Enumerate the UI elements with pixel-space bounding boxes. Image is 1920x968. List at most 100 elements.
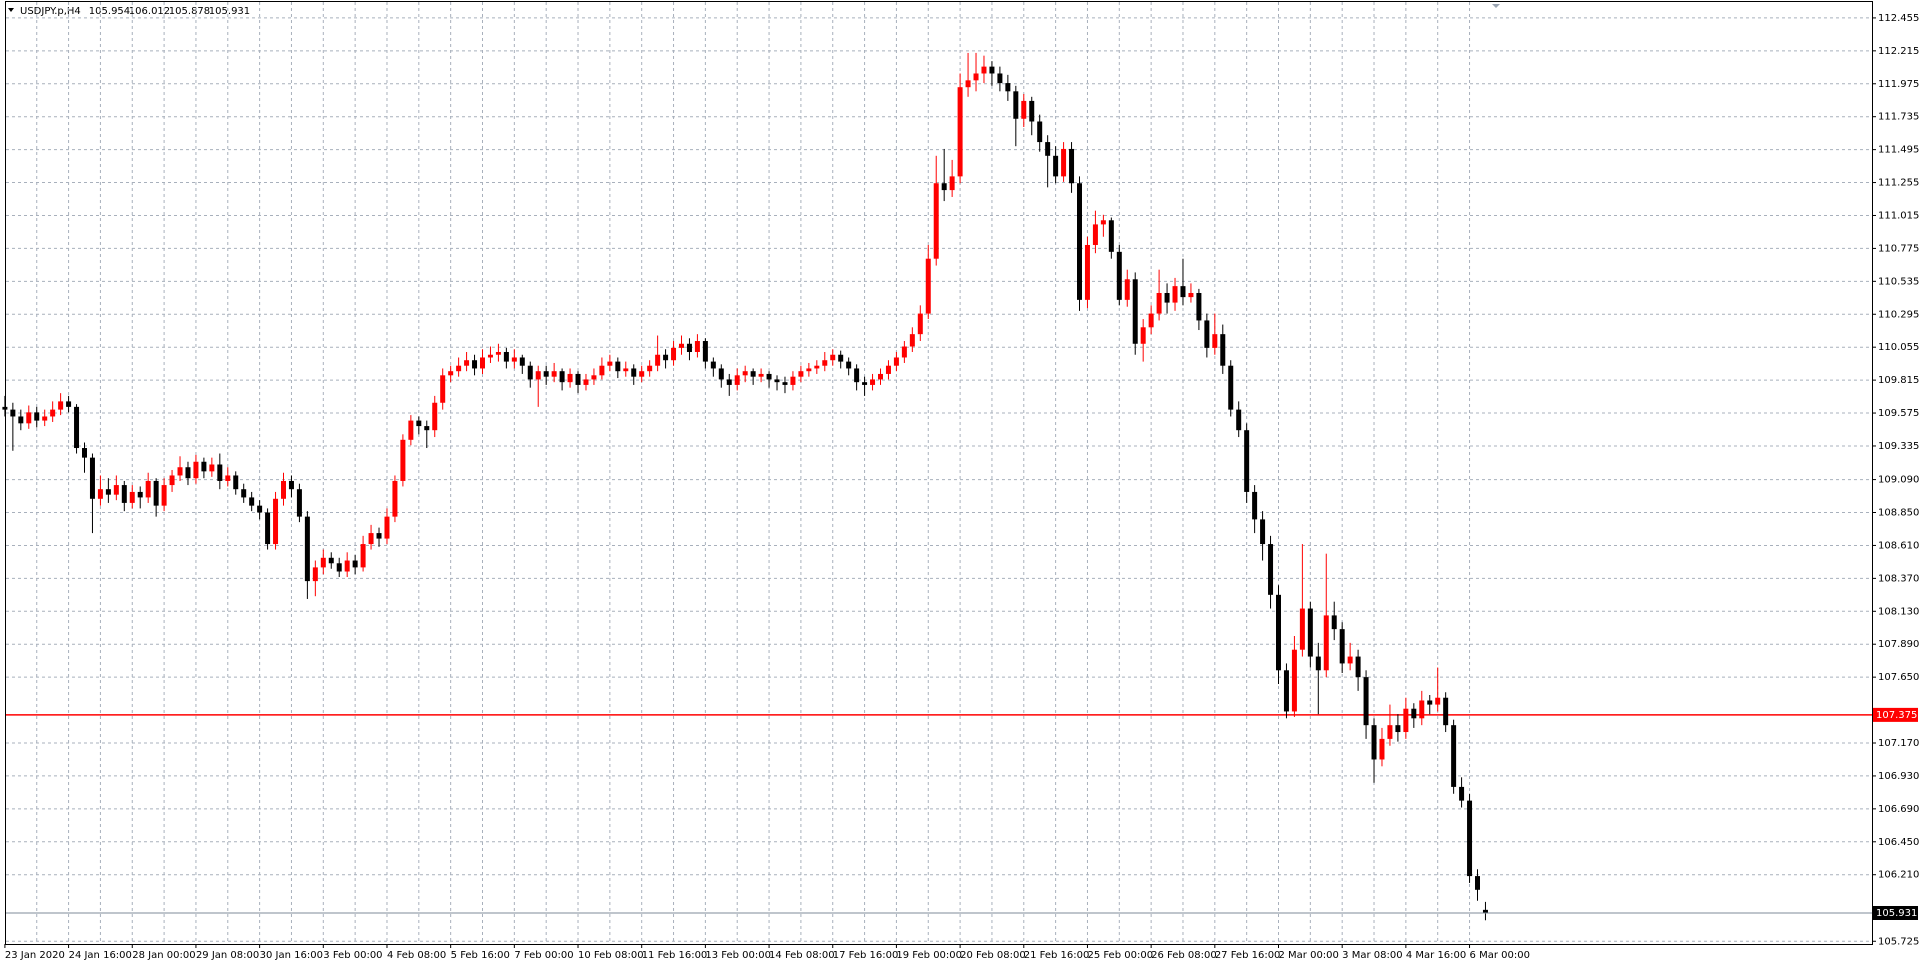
candle-body [790,376,796,385]
candle-body [814,365,820,369]
candle-body [34,412,40,421]
candle-body [1092,224,1098,245]
candle-body [2,406,8,410]
candle-body [742,371,748,376]
candle-body [639,371,645,377]
x-tick-label: 4 Mar 16:00 [1406,950,1466,961]
y-tick-label: 111.255 [1878,178,1919,189]
candle-body [448,371,454,376]
candle-body [336,563,342,572]
candle-body [1307,608,1313,657]
candle-body [1443,697,1449,726]
candle-body [933,183,939,259]
candle-body [1220,334,1226,366]
header-value: 105.931 [209,6,250,17]
candle-body [1419,700,1425,719]
candle-body [495,351,501,355]
candle-body [209,464,215,472]
candle-body [440,375,446,403]
candle-body [949,176,955,191]
candle-body [1188,292,1194,298]
candle-body [1061,148,1067,177]
x-tick-label: 2 Mar 00:00 [1279,950,1339,961]
candle-body [225,475,231,481]
candle-body [989,66,995,74]
price-level-tag [1873,707,1918,722]
candle-body [1395,725,1401,733]
candle-body [607,361,613,366]
candle-body [74,406,80,449]
candle-body [726,379,732,385]
candle-body [352,560,358,568]
candle-body [830,354,836,361]
candle-body [1411,708,1417,719]
candle-body [686,343,692,352]
candle-body [798,371,804,377]
candle-body [503,351,509,362]
candle-body [1467,800,1473,877]
y-tick-label: 109.090 [1878,475,1919,486]
candle-body [870,379,876,385]
candle-body [965,80,971,88]
candle-body [925,258,931,314]
shift-marker [1492,4,1500,8]
y-tick-label: 109.815 [1878,375,1919,386]
candle-body [153,480,159,506]
candle-body [718,368,724,380]
x-tick-label: 23 Jan 2020 [5,950,65,961]
candle-body [846,361,852,369]
candle-body [177,467,183,476]
x-tick-label: 19 Feb 00:00 [896,950,962,961]
candle-body [1140,327,1146,344]
candle-body [694,341,700,352]
candle-body [885,365,891,374]
candle-body [599,365,605,376]
candle-body [957,87,963,177]
candle-body [58,401,64,410]
y-tick-label: 105.725 [1878,936,1919,947]
candle-body [973,73,979,81]
x-tick-label: 21 Feb 16:00 [1024,950,1090,961]
candle-body [543,371,549,377]
x-tick-label: 11 Feb 16:00 [642,950,708,961]
candle-body [1172,286,1178,303]
x-tick-label: 4 Feb 08:00 [387,950,446,961]
candle-body [1124,279,1130,300]
candle-body [257,505,263,513]
candle-body [1100,220,1106,225]
candle-body [185,467,191,479]
x-tick-label: 20 Feb 08:00 [960,950,1026,961]
candle-body [487,354,493,358]
candle-body [217,464,223,481]
y-tick-label: 107.890 [1878,639,1919,650]
candle-body [416,420,422,427]
candle-body [551,371,557,377]
y-tick-label: 108.370 [1878,573,1919,584]
candle-body [456,365,462,372]
x-tick-label: 25 Feb 00:00 [1087,950,1153,961]
candle-body [121,485,127,503]
y-tick-label: 110.295 [1878,309,1919,320]
header-arrow [8,8,14,12]
candle-body [1451,725,1457,787]
candle-body [18,416,24,424]
candle-body [249,497,255,506]
candle-body [1045,142,1051,156]
candle-body [424,426,430,431]
candle-body [1363,677,1369,726]
candle-body [97,489,103,499]
header-value: 106.012 [129,6,170,17]
x-tick-label: 13 Feb 00:00 [705,950,771,961]
candle-body [519,357,525,366]
candle-body [1355,656,1361,678]
candle-body [193,461,199,479]
y-tick-label: 111.975 [1878,79,1919,90]
candle-body [878,373,883,380]
candle-body [288,480,294,490]
candle-body [806,368,812,372]
candle-body [1069,148,1075,184]
candle-body [464,360,470,366]
y-tick-label: 107.650 [1878,672,1919,683]
x-tick-label: 26 Feb 08:00 [1151,950,1217,961]
candle-body [1252,491,1258,520]
